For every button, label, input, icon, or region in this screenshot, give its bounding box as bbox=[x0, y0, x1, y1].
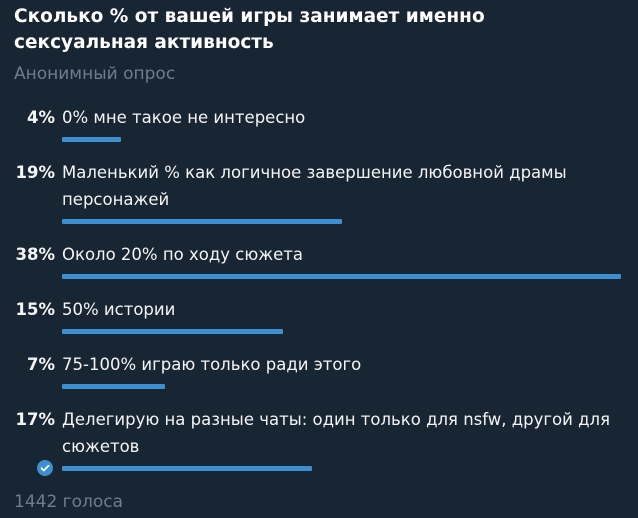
option-percent: 17% bbox=[15, 410, 56, 429]
poll-type-label: Анонимный опрос bbox=[14, 64, 176, 84]
option-text: Маленький % как логичное завершение любо… bbox=[62, 163, 567, 209]
poll-option: 17% Делегирую на разные чаты: один тольк… bbox=[0, 406, 638, 476]
option-result-bar bbox=[62, 384, 165, 389]
option-percent: 19% bbox=[15, 163, 56, 182]
option-percent: 7% bbox=[26, 355, 55, 374]
poll-option: 19% Маленький % как логичное завершение … bbox=[0, 159, 638, 224]
poll-option: 4% 0% мне такое не интересно bbox=[0, 104, 638, 142]
check-circle-icon bbox=[37, 460, 53, 476]
poll-votes-count[interactable]: 1442 голоса bbox=[14, 492, 124, 512]
poll-question: Сколько % от вашей игры занимает именно … bbox=[14, 6, 485, 53]
poll-options: 4% 0% мне такое не интересно 19% Маленьк… bbox=[0, 104, 638, 488]
option-text: 50% истории bbox=[62, 300, 176, 319]
option-result-bar bbox=[62, 329, 283, 334]
option-result-bar bbox=[62, 466, 313, 471]
option-percent: 38% bbox=[15, 245, 56, 264]
poll-option: 38% Около 20% по ходу сюжета bbox=[0, 241, 638, 279]
option-result-bar bbox=[62, 274, 621, 279]
option-result-bar bbox=[62, 137, 121, 142]
option-percent: 15% bbox=[15, 300, 56, 319]
option-text: 75-100% играю только ради этого bbox=[62, 355, 362, 374]
option-result-bar bbox=[62, 219, 342, 224]
poll-option: 15% 50% истории bbox=[0, 296, 638, 334]
poll-option: 7% 75-100% играю только ради этого bbox=[0, 351, 638, 389]
option-text: 0% мне такое не интересно bbox=[62, 108, 306, 127]
option-text: Около 20% по ходу сюжета bbox=[62, 245, 303, 264]
option-percent: 4% bbox=[26, 108, 55, 127]
option-text: Делегирую на разные чаты: один только дл… bbox=[62, 410, 611, 456]
